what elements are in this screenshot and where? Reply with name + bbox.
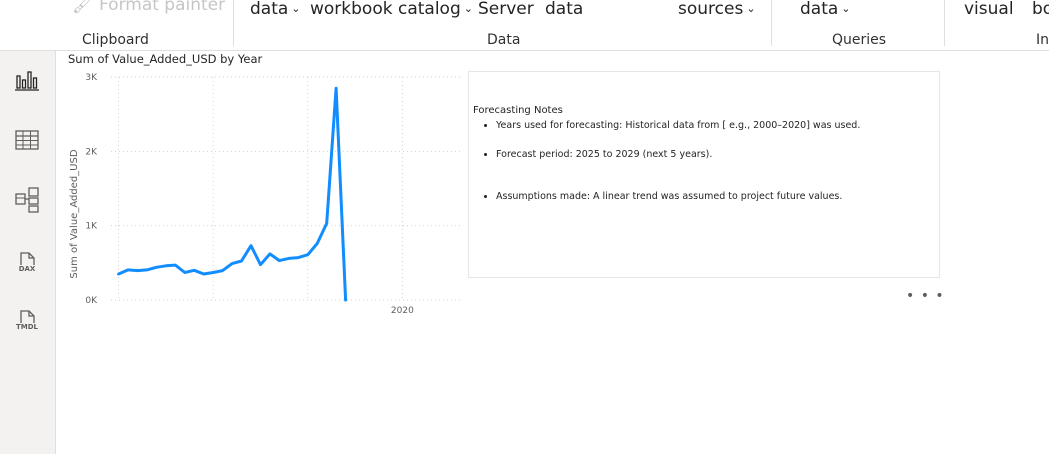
line-chart[interactable]: 0K 1K 2K 3K 2020 Sum of Value_Added_USD bbox=[56, 51, 466, 321]
data-point[interactable] bbox=[202, 272, 206, 276]
ribbon: 🖌 Format painter data ⌄ workbook catalog ⌄… bbox=[0, 0, 1049, 51]
data-point[interactable] bbox=[306, 253, 310, 257]
data-point[interactable] bbox=[135, 269, 139, 273]
note-item: Forecast period: 2025 to 2029 (next 5 ye… bbox=[496, 149, 936, 161]
group-label-queries: Queries bbox=[832, 32, 887, 48]
data-point[interactable] bbox=[126, 268, 130, 272]
chevron-down-icon: ⌄ bbox=[841, 2, 851, 15]
data-point[interactable] bbox=[183, 270, 187, 274]
forecasting-notes-textbox[interactable]: Forecasting Notes Years used for forecas… bbox=[468, 71, 940, 278]
refresh-data-dropdown[interactable]: data ⌄ bbox=[800, 0, 851, 19]
data-point[interactable] bbox=[221, 269, 225, 273]
x-axis-ticks: 2020 bbox=[391, 306, 414, 316]
data-point[interactable] bbox=[315, 242, 319, 246]
y-tick-label: 3K bbox=[85, 73, 98, 83]
data-point[interactable] bbox=[192, 268, 196, 272]
notes-list: Years used for forecasting: Historical d… bbox=[473, 120, 936, 203]
data-point[interactable] bbox=[173, 263, 177, 267]
data-point[interactable] bbox=[287, 256, 291, 260]
data-point[interactable] bbox=[334, 86, 338, 90]
report-view-icon[interactable] bbox=[12, 65, 42, 95]
data-point[interactable] bbox=[325, 221, 329, 225]
more-options-icon[interactable]: • • • bbox=[906, 288, 945, 304]
data-point[interactable] bbox=[164, 264, 168, 268]
data-point[interactable] bbox=[277, 259, 281, 263]
y-tick-label: 1K bbox=[85, 222, 98, 232]
ribbon-separator bbox=[944, 0, 945, 46]
y-axis-label: Sum of Value_Added_USD bbox=[69, 149, 80, 278]
group-label-insert: In bbox=[1036, 32, 1049, 48]
notes-title: Forecasting Notes bbox=[473, 105, 563, 116]
paintbrush-icon: 🖌 bbox=[72, 0, 94, 15]
tmdl-view-icon[interactable]: TMDL bbox=[12, 305, 42, 335]
series-line[interactable] bbox=[117, 86, 348, 302]
new-visual-button[interactable]: visual bbox=[964, 0, 1014, 19]
y-tick-label: 0K bbox=[85, 296, 98, 306]
dax-query-view-icon[interactable]: DAX bbox=[12, 247, 42, 277]
report-canvas: Sum of Value_Added_USD by Year 0K 1K 2K 3K … bbox=[56, 51, 1049, 454]
group-label-clipboard: Clipboard bbox=[82, 32, 149, 48]
data-point[interactable] bbox=[117, 272, 121, 276]
model-view-icon[interactable] bbox=[12, 185, 42, 215]
enter-data-button[interactable]: data bbox=[545, 0, 584, 19]
group-label-data: Data bbox=[487, 32, 521, 48]
x-tick-label: 2020 bbox=[391, 306, 414, 316]
chevron-down-icon: ⌄ bbox=[463, 2, 473, 15]
data-point[interactable] bbox=[230, 262, 234, 266]
recent-sources-dropdown[interactable]: sources ⌄ bbox=[678, 0, 756, 19]
excel-workbook-catalog-dropdown[interactable]: workbook catalog ⌄ bbox=[310, 0, 473, 19]
data-point[interactable] bbox=[296, 256, 300, 260]
data-point[interactable] bbox=[268, 252, 272, 256]
ribbon-separator bbox=[771, 0, 772, 46]
note-item: Assumptions made: A linear trend was ass… bbox=[496, 191, 936, 203]
data-point[interactable] bbox=[258, 263, 262, 267]
chevron-down-icon: ⌄ bbox=[746, 2, 756, 15]
text-box-button[interactable]: bo bbox=[1032, 0, 1049, 19]
y-axis-ticks: 0K 1K 2K 3K bbox=[85, 73, 98, 306]
y-tick-label: 2K bbox=[85, 147, 98, 157]
chart-title: Sum of Value_Added_USD by Year bbox=[68, 52, 263, 66]
chevron-down-icon: ⌄ bbox=[291, 2, 301, 15]
data-point[interactable] bbox=[240, 259, 244, 263]
data-point[interactable] bbox=[344, 298, 348, 302]
data-point[interactable] bbox=[145, 268, 149, 272]
sql-server-button[interactable]: Server bbox=[478, 0, 534, 19]
table-view-icon[interactable] bbox=[12, 125, 42, 155]
view-switcher-rail: DAX TMDL bbox=[0, 51, 56, 454]
note-item: Years used for forecasting: Historical d… bbox=[496, 120, 936, 132]
data-point[interactable] bbox=[249, 244, 253, 248]
data-point[interactable] bbox=[211, 270, 215, 274]
format-painter-button[interactable]: 🖌 Format painter bbox=[72, 0, 225, 14]
get-data-dropdown[interactable]: data ⌄ bbox=[250, 0, 301, 19]
ribbon-separator bbox=[233, 0, 234, 46]
data-point[interactable] bbox=[154, 265, 158, 269]
